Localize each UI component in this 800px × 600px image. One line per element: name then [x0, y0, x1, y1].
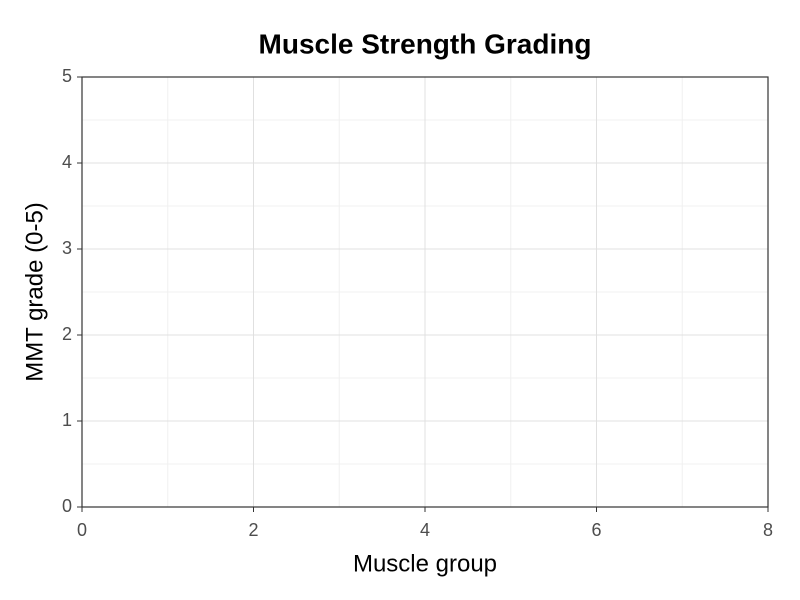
y-axis-label: MMT grade (0-5)	[21, 202, 48, 382]
x-tick-label: 4	[420, 520, 430, 540]
y-tick-label: 0	[62, 496, 72, 516]
x-axis-label: Muscle group	[353, 550, 497, 577]
panel-border	[81, 76, 769, 508]
x-tick-label: 2	[248, 520, 258, 540]
x-tick-label: 8	[763, 520, 773, 540]
y-tick-label: 5	[62, 66, 72, 86]
y-tick-label: 3	[62, 238, 72, 258]
y-tick-label: 2	[62, 324, 72, 344]
x-tick-label: 6	[591, 520, 601, 540]
chart-title: Muscle Strength Grading	[259, 28, 592, 59]
y-tick-label: 1	[62, 410, 72, 430]
x-tick-label: 0	[77, 520, 87, 540]
y-tick-label: 4	[62, 152, 72, 172]
